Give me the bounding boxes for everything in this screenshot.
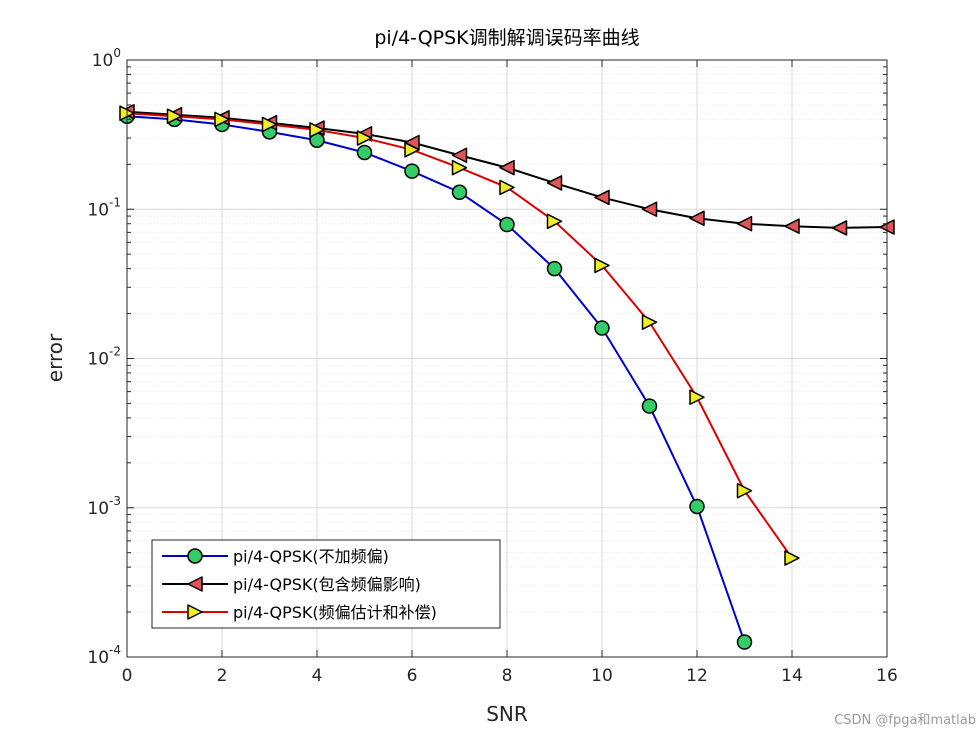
data-point <box>499 159 515 176</box>
y-tick-exponent: -4 <box>109 643 121 657</box>
y-tick-base: 10 <box>92 51 114 71</box>
y-tick-base: 10 <box>87 499 109 519</box>
legend-entry: pi/4-QPSK(不加频偏) <box>162 547 389 566</box>
data-point <box>689 210 705 227</box>
y-tick-label: 100 <box>92 46 121 71</box>
x-axis-title: SNR <box>486 702 528 726</box>
data-point <box>404 142 420 158</box>
data-point <box>356 130 373 146</box>
x-tick-label: 0 <box>122 666 133 686</box>
legend-entries: pi/4-QPSK(不加频偏) pi/4-QPSK(包含频偏影响) pi/4-QPS… <box>162 547 437 622</box>
data-point <box>546 213 563 230</box>
legend-marker <box>187 576 203 592</box>
legend-entry: pi/4-QPSK(包含频偏影响) <box>162 575 421 594</box>
x-tick-label: 6 <box>407 666 418 686</box>
series-line <box>126 115 746 643</box>
y-tick-base: 10 <box>87 648 109 668</box>
data-point <box>356 144 373 161</box>
legend-marker <box>187 604 203 620</box>
data-point <box>451 159 468 176</box>
chart-title: pi/4-QPSK调制解调误码率曲线 <box>374 27 639 49</box>
data-point <box>594 320 610 336</box>
y-tick-exponent: -1 <box>109 195 121 209</box>
x-tick-label: 14 <box>781 666 803 686</box>
data-point <box>546 175 563 191</box>
legend: pi/4-QPSK(不加频偏) pi/4-QPSK(包含频偏影响) pi/4-QPS… <box>151 539 501 629</box>
x-tick-label: 12 <box>686 666 708 686</box>
x-tick-label: 16 <box>876 666 898 686</box>
legend-entry: pi/4-QPSK(频偏估计和补偿) <box>162 603 437 622</box>
data-point <box>784 550 800 566</box>
data-point <box>594 189 610 206</box>
data-point <box>736 215 753 232</box>
axis-ticks <box>126 59 888 658</box>
data-point <box>594 257 610 274</box>
data-point <box>641 314 658 330</box>
y-tick-label: 10-2 <box>87 345 121 370</box>
data-point <box>499 179 515 196</box>
y-tick-label: 10-4 <box>87 643 121 668</box>
y-tick-exponent: -2 <box>109 345 121 359</box>
data-point <box>214 111 230 128</box>
x-tick-labels: 0 2 4 6 8 10 12 14 16 <box>122 666 898 686</box>
data-point <box>641 398 658 414</box>
x-tick-label: 4 <box>312 666 323 686</box>
data-point <box>546 260 563 277</box>
data-point <box>404 163 420 179</box>
data-point <box>261 116 278 133</box>
data-point <box>784 218 800 234</box>
x-tick-label: 2 <box>217 666 228 686</box>
legend-label: pi/4-QPSK(包含频偏影响) <box>233 575 421 594</box>
data-point <box>689 498 705 515</box>
series-3 <box>119 105 800 566</box>
y-axis-title: error <box>43 333 67 382</box>
data-point <box>736 482 753 499</box>
y-tick-label: 10-3 <box>87 494 121 519</box>
data-point <box>166 108 183 124</box>
y-tick-exponent: 0 <box>113 46 121 60</box>
data-point <box>641 201 658 217</box>
data-point <box>309 122 325 138</box>
data-point <box>831 220 848 236</box>
legend-label: pi/4-QPSK(不加频偏) <box>233 547 389 566</box>
y-tick-exponent: -3 <box>109 494 121 508</box>
series-1 <box>119 108 753 650</box>
y-tick-base: 10 <box>87 350 109 370</box>
watermark: CSDN @fpga和matlab <box>834 713 976 728</box>
x-tick-label: 8 <box>502 666 513 686</box>
data-point <box>736 634 753 650</box>
y-tick-base: 10 <box>87 200 109 220</box>
data-point <box>451 147 468 164</box>
legend-label: pi/4-QPSK(频偏估计和补偿) <box>233 603 437 622</box>
data-point <box>499 216 515 233</box>
x-tick-label: 10 <box>591 666 613 686</box>
legend-marker <box>187 548 203 564</box>
y-tick-label: 10-1 <box>87 195 121 220</box>
data-point <box>689 389 705 406</box>
data-point <box>451 184 468 200</box>
